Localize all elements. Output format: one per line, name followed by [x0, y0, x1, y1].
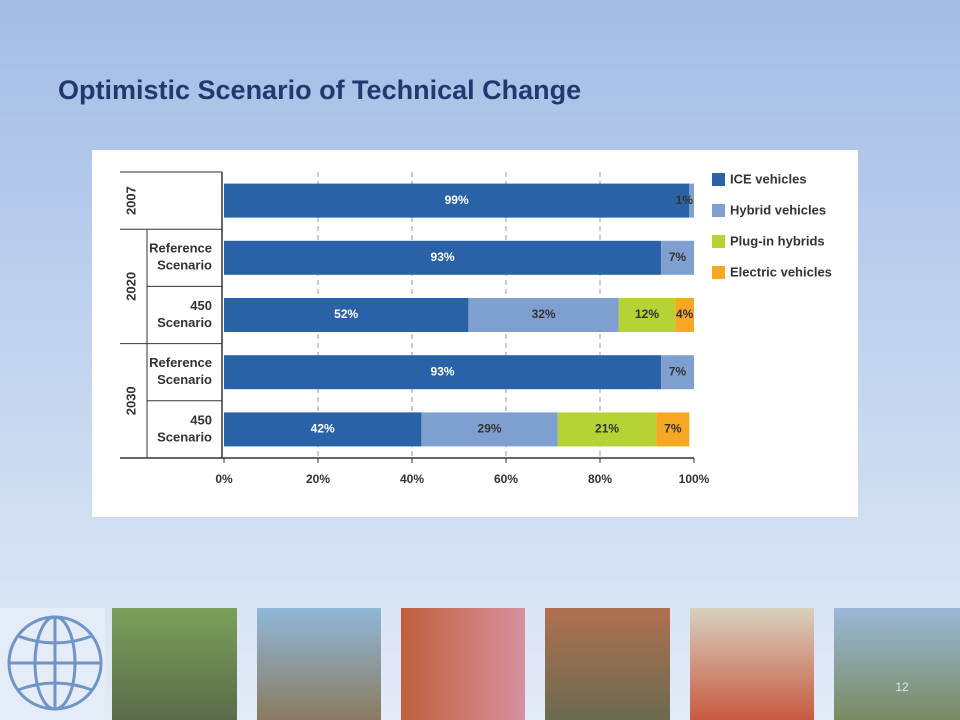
category-label: Scenario: [157, 315, 212, 330]
legend-swatch: [712, 204, 725, 217]
category-label: Reference: [149, 355, 212, 370]
category-label: Scenario: [157, 429, 212, 444]
segment-label: 1%: [676, 193, 694, 207]
group-label: 2030: [123, 386, 138, 415]
bar-segment: [618, 298, 676, 332]
bar-segment: [224, 240, 662, 275]
legend-label: Plug-in hybrids: [730, 233, 825, 248]
slide-title: Optimistic Scenario of Technical Change: [58, 75, 581, 105]
segment-label: 52%: [334, 307, 358, 321]
segment-label: 29%: [478, 422, 502, 436]
category-label: 450: [190, 298, 212, 313]
segment-label: 12%: [635, 307, 659, 321]
bar-segment: [689, 183, 694, 218]
category-label: 450: [190, 412, 212, 427]
group-label: 2020: [123, 272, 138, 301]
photo: [834, 608, 960, 720]
x-tick-label: 60%: [494, 472, 518, 486]
segment-label: 7%: [669, 364, 687, 378]
segment-label: 4%: [676, 307, 694, 321]
x-tick-label: 20%: [306, 472, 330, 486]
bar-segment: [224, 298, 469, 332]
photo: [690, 608, 814, 720]
photo: [257, 608, 381, 720]
segment-label: 7%: [664, 422, 682, 436]
segment-label: 93%: [431, 250, 455, 264]
logo: [7, 615, 103, 711]
category-label: Scenario: [157, 258, 212, 273]
legend-swatch: [712, 235, 725, 248]
bar-segment: [468, 298, 619, 332]
x-tick-label: 40%: [400, 472, 424, 486]
photo: [545, 608, 670, 720]
segment-label: 7%: [669, 250, 687, 264]
photo-strip: [0, 608, 960, 720]
bar-segment: [224, 183, 690, 218]
x-tick-label: 0%: [215, 472, 233, 486]
x-tick-label: 100%: [679, 472, 710, 486]
bar-segment: [224, 355, 662, 390]
group-label: 2007: [123, 186, 138, 215]
legend-swatch: [712, 266, 725, 279]
photo: [401, 608, 525, 720]
category-label: Scenario: [157, 372, 212, 387]
category-label: Reference: [149, 241, 212, 256]
legend-label: Hybrid vehicles: [730, 202, 826, 217]
segment-label: 42%: [311, 422, 335, 436]
bar-segment: [661, 355, 694, 390]
bar-segment: [656, 412, 690, 447]
legend-swatch: [712, 173, 725, 186]
bar-segment: [557, 412, 657, 447]
segment-label: 93%: [431, 364, 455, 378]
legend-label: Electric vehicles: [730, 264, 832, 279]
bar-segment: [675, 298, 694, 332]
bar-segment: [661, 240, 694, 275]
x-tick-label: 80%: [588, 472, 612, 486]
legend-label: ICE vehicles: [730, 171, 807, 186]
segment-label: 32%: [532, 307, 556, 321]
bar-segment: [224, 412, 422, 447]
segment-label: 21%: [595, 422, 619, 436]
bar-segment: [421, 412, 558, 447]
page-number: 12: [895, 680, 909, 694]
photo: [112, 608, 237, 720]
segment-label: 99%: [445, 193, 469, 207]
